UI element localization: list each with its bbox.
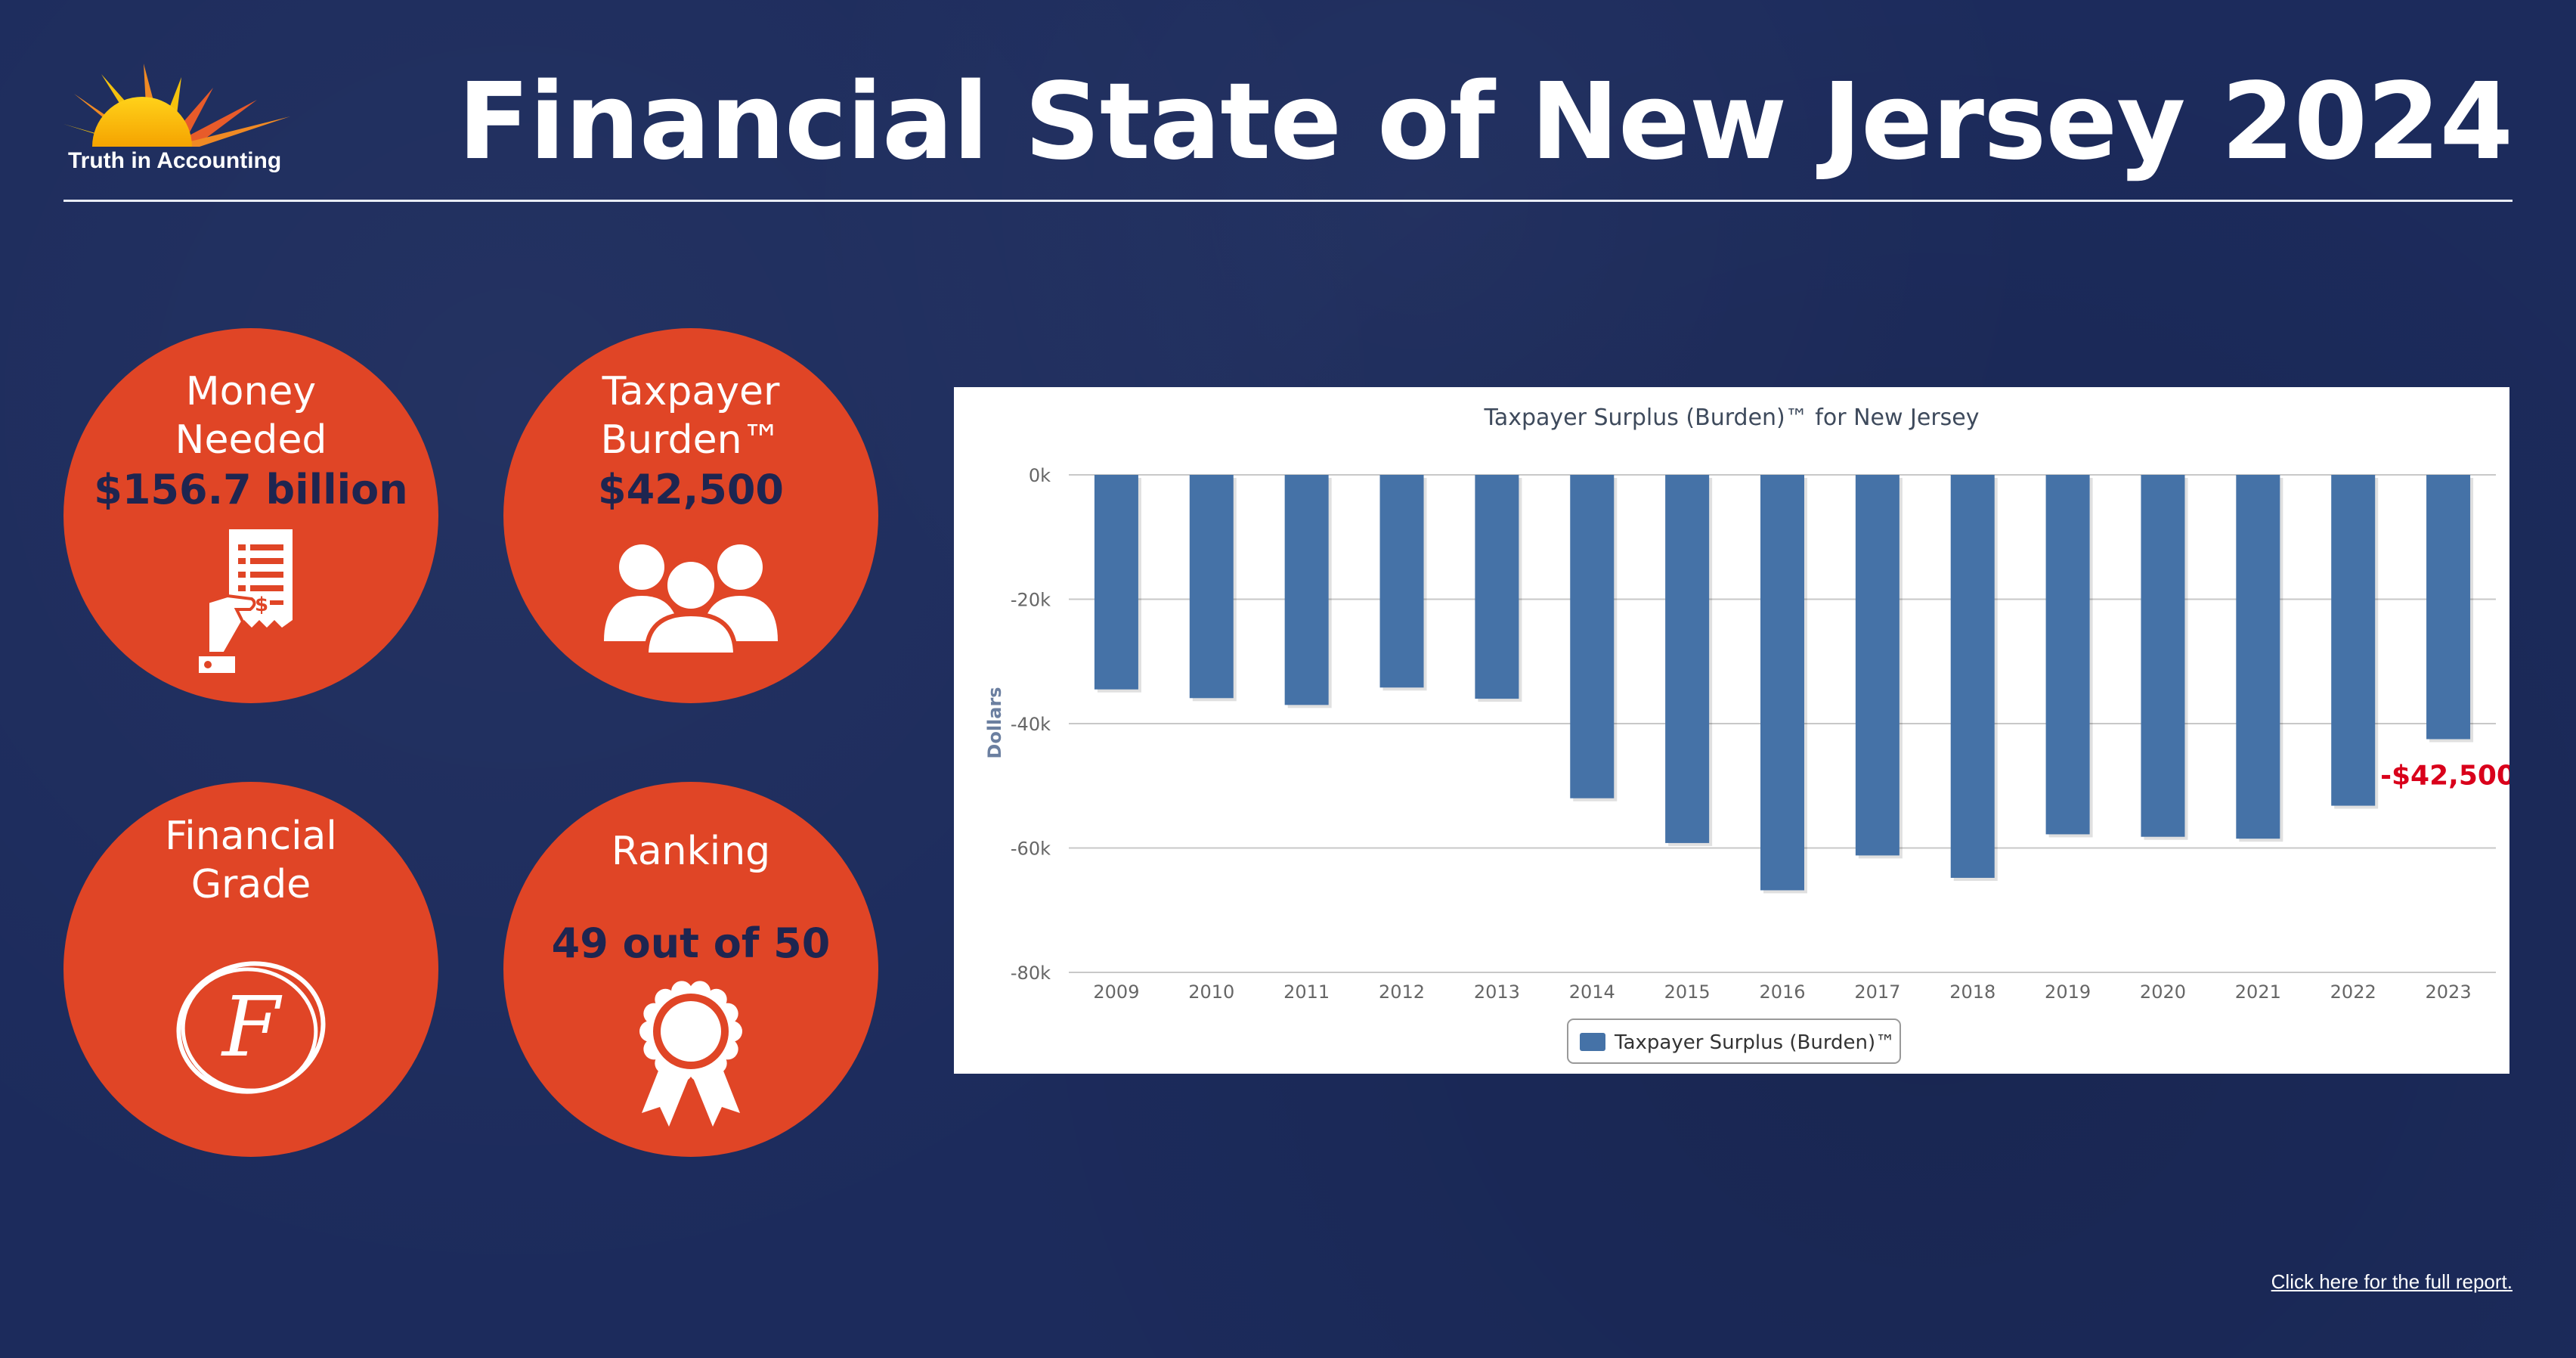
bar-callout-2023: -$42,500 — [2380, 761, 2509, 792]
chart-canvas: Taxpayer Surplus (Burden)™ for New Jerse… — [984, 405, 2509, 1064]
money-needed-value: $156.7 billion — [94, 466, 408, 513]
y-tick-label: -20k — [1011, 590, 1051, 611]
bar-2020[interactable] — [2141, 475, 2185, 837]
money-needed-card: Money Needed $156.7 billion $ — [63, 328, 438, 703]
bar-2016[interactable] — [1760, 475, 1804, 891]
title-divider — [63, 200, 2513, 202]
grade-letter: F — [221, 978, 283, 1075]
x-tick-label: 2009 — [1093, 981, 1139, 1003]
ranking-value: 49 out of 50 — [551, 919, 831, 967]
taxpayer-burden-value: $42,500 — [598, 466, 784, 513]
svg-text:$: $ — [255, 594, 268, 616]
page-title: Financial State of New Jersey 2024 — [457, 60, 2513, 184]
x-tick-label: 2023 — [2426, 981, 2472, 1003]
x-tick-label: 2012 — [1379, 981, 1425, 1003]
legend-swatch — [1580, 1033, 1605, 1051]
y-tick-label: -80k — [1011, 963, 1051, 984]
ranking-card: Ranking 49 out of 50 — [503, 782, 878, 1157]
money-needed-label: Money Needed — [175, 369, 327, 463]
bar-2018[interactable] — [1950, 475, 1995, 878]
receipt-hand-icon: $ — [199, 529, 293, 673]
taxpayer-burden-card: Taxpayer Burden™ $42,500 — [503, 328, 878, 703]
bar-2019[interactable] — [2045, 475, 2090, 835]
chart-title: Taxpayer Surplus (Burden)™ for New Jerse… — [1483, 405, 1979, 431]
financial-grade-card: Financial Grade F — [63, 782, 438, 1157]
ranking-label: Ranking — [611, 829, 771, 874]
y-tick-label: -60k — [1011, 839, 1051, 860]
x-tick-label: 2013 — [1474, 981, 1520, 1003]
y-tick-label: -40k — [1011, 714, 1051, 735]
people-group-icon — [604, 544, 778, 655]
bar-2009[interactable] — [1094, 475, 1138, 690]
bar-2011[interactable] — [1284, 475, 1329, 705]
award-ribbon-icon — [639, 981, 742, 1127]
x-tick-label: 2011 — [1283, 981, 1330, 1003]
taxpayer-burden-chart: Taxpayer Surplus (Burden)™ for New Jerse… — [954, 387, 2509, 1074]
bar-2010[interactable] — [1189, 475, 1234, 699]
bar-2014[interactable] — [1570, 475, 1615, 798]
x-tick-label: 2014 — [1569, 981, 1615, 1003]
bar-2021[interactable] — [2236, 475, 2280, 839]
bar-2015[interactable] — [1665, 475, 1710, 843]
bar-2022[interactable] — [2331, 475, 2376, 806]
full-report-link[interactable]: Click here for the full report. — [2271, 1270, 2513, 1293]
x-tick-label: 2017 — [1854, 981, 1900, 1003]
legend-box[interactable] — [1567, 1018, 1901, 1064]
x-tick-label: 2020 — [2140, 981, 2186, 1003]
bar-2023[interactable] — [2426, 475, 2471, 739]
x-tick-label: 2016 — [1759, 981, 1805, 1003]
x-tick-label: 2010 — [1188, 981, 1234, 1003]
chart-legend[interactable]: Taxpayer Surplus (Burden)™ — [1567, 1018, 1901, 1064]
truth-in-accounting-logo: Truth in Accounting — [63, 64, 305, 184]
legend-label: Taxpayer Surplus (Burden)™ — [1614, 1031, 1895, 1054]
bar-2012[interactable] — [1379, 475, 1424, 688]
taxpayer-burden-label: Taxpayer Burden™ — [600, 369, 782, 463]
y-axis-label: Dollars — [984, 687, 1005, 758]
bar-2013[interactable] — [1475, 475, 1519, 699]
logo-text: Truth in Accounting — [68, 148, 282, 173]
y-tick-label: 0k — [1029, 465, 1051, 486]
circled-grade-icon: F — [176, 961, 326, 1094]
x-tick-label: 2015 — [1664, 981, 1711, 1003]
sunrise-icon — [63, 64, 290, 147]
x-tick-label: 2018 — [1949, 981, 1995, 1003]
x-tick-label: 2022 — [2330, 981, 2376, 1003]
x-tick-label: 2021 — [2235, 981, 2281, 1003]
x-tick-label: 2019 — [2045, 981, 2091, 1003]
financial-grade-label: Financial Grade — [165, 814, 337, 907]
bar-2017[interactable] — [1855, 475, 1899, 856]
